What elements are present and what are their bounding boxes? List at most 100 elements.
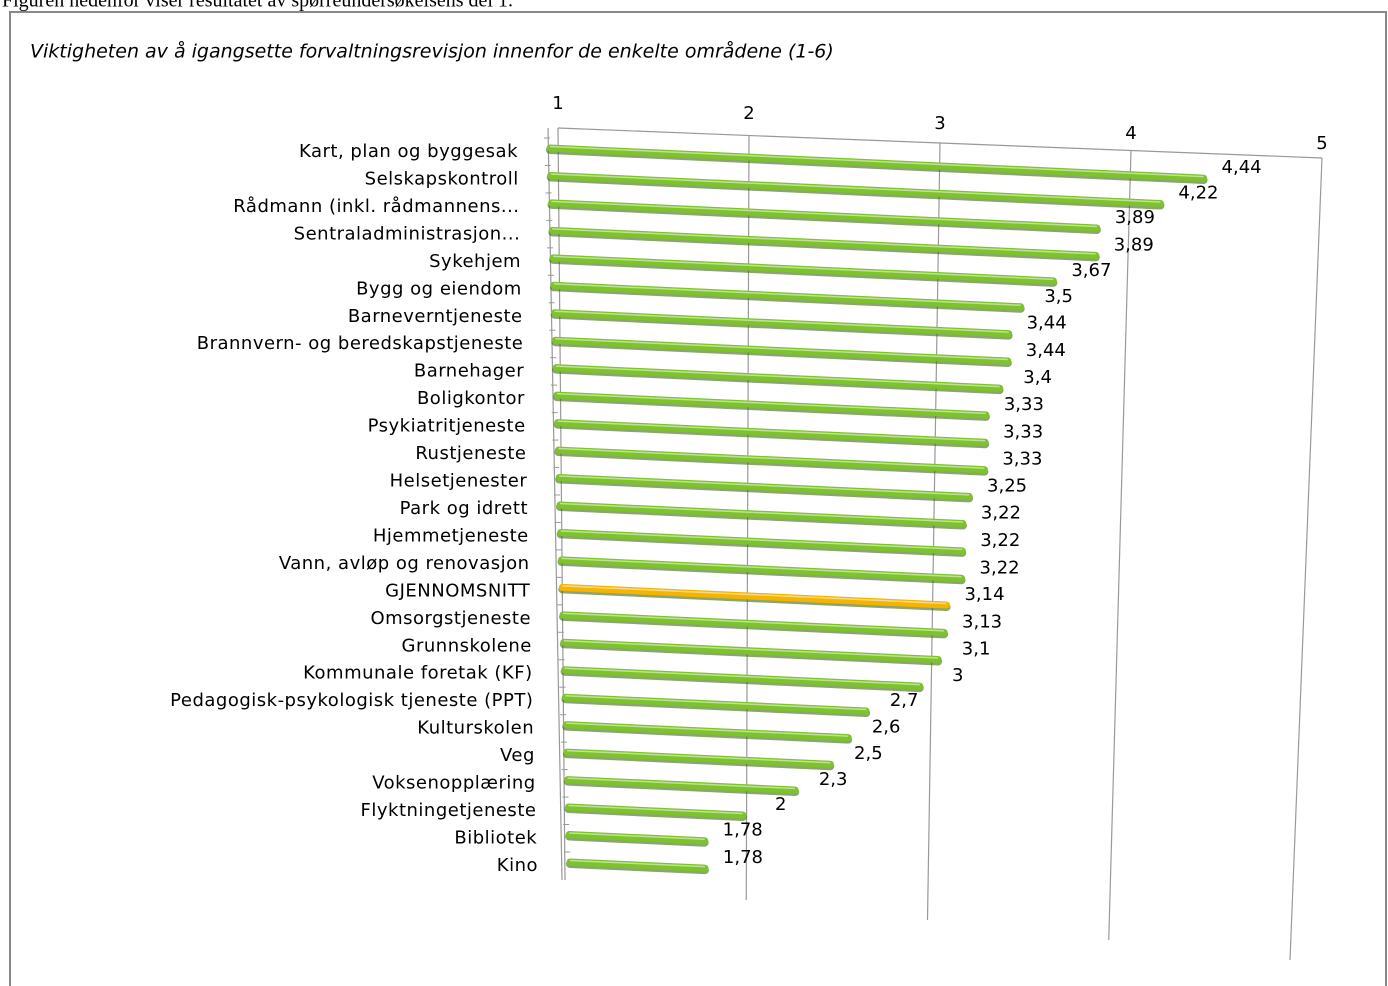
value-label: 1,78 — [723, 820, 763, 841]
x-tick-label: 1 — [552, 93, 563, 114]
header: Figuren nedenfor viser resultatet av spø… — [2, 0, 513, 12]
bar — [554, 446, 988, 474]
category-label: Barneverntjeneste — [348, 306, 523, 327]
bar — [555, 474, 973, 500]
bar — [557, 528, 966, 555]
category-label: Bygg og eiendom — [356, 278, 522, 299]
bar — [565, 831, 709, 845]
bar-highlight — [561, 557, 962, 578]
value-label: 3,33 — [1003, 421, 1043, 442]
value-label: 2 — [775, 794, 786, 815]
value-label: 2,6 — [872, 717, 901, 738]
value-label: 1,78 — [723, 847, 763, 868]
bar — [558, 556, 966, 582]
grid-line — [926, 142, 941, 921]
bar-highlight — [569, 832, 705, 840]
category-label: Barnehager — [414, 361, 524, 382]
bar — [558, 583, 951, 609]
category-label: Park og idrett — [400, 498, 528, 519]
bar — [551, 336, 1012, 365]
value-label: 3,89 — [1114, 234, 1154, 255]
category-label: GJENNOMSNITT — [385, 580, 531, 601]
value-label: 2,7 — [890, 690, 919, 711]
bar-highlight — [566, 749, 831, 764]
bar — [552, 364, 1004, 392]
bar-highlight — [557, 420, 986, 442]
value-label: 3,5 — [1044, 286, 1073, 307]
bar — [547, 171, 1164, 208]
value-label: 3,22 — [980, 557, 1020, 578]
value-label: 3,67 — [1071, 260, 1111, 281]
bar-highlight — [569, 859, 705, 868]
bar — [548, 199, 1101, 232]
category-label: Grunnskolene — [402, 635, 532, 656]
x-tick-label: 2 — [743, 103, 754, 124]
bar-highlight — [558, 447, 985, 469]
category-label: Kommunale foretak (KF) — [303, 663, 533, 684]
bar-highlight — [549, 145, 1204, 178]
bar — [561, 666, 924, 690]
bar — [564, 776, 799, 794]
chart-frame — [9, 11, 1387, 986]
category-label: Brannvern- og beredskapstjeneste — [197, 333, 524, 354]
value-label: 3,33 — [1004, 394, 1044, 415]
category-label: Kart, plan og byggesak — [299, 141, 518, 162]
bar — [548, 226, 1100, 259]
value-label: 3,44 — [1027, 313, 1067, 334]
bar-highlight — [562, 585, 947, 605]
bar — [549, 254, 1057, 285]
bar — [561, 693, 870, 715]
bar-highlight — [567, 777, 796, 790]
x-tick-label: 3 — [934, 113, 945, 134]
value-label: 2,5 — [854, 743, 883, 764]
bar — [556, 501, 967, 528]
bar — [550, 281, 1025, 311]
bar-highlight — [564, 667, 920, 686]
bar-highlight — [553, 255, 1054, 281]
category-label: Rustjeneste — [415, 443, 526, 464]
bar — [566, 858, 709, 872]
value-label: 3,22 — [981, 503, 1021, 524]
bar — [562, 721, 852, 742]
bar-highlight — [552, 228, 1096, 255]
bar — [551, 309, 1013, 338]
bar-highlight — [550, 173, 1161, 203]
bar-highlight — [555, 337, 1008, 361]
category-label: Psykiatritjeneste — [368, 416, 526, 437]
value-label: 3,4 — [1023, 367, 1052, 388]
category-label: Selskapskontroll — [365, 168, 519, 189]
value-label: 3 — [952, 665, 963, 686]
grid-line — [1289, 157, 1323, 961]
bar-highlight — [563, 612, 945, 632]
value-label: 4,44 — [1222, 157, 1262, 178]
bar-highlight — [559, 475, 970, 496]
category-label: Omsorgstjeneste — [370, 608, 531, 629]
bar — [546, 144, 1208, 182]
bar-highlight — [568, 804, 743, 815]
value-label: 3,25 — [987, 475, 1027, 496]
bar-highlight — [556, 365, 1000, 388]
bar — [560, 638, 942, 663]
bar — [554, 419, 989, 446]
category-label: Bibliotek — [454, 828, 537, 849]
category-label: Kulturskolen — [417, 718, 534, 739]
category-label: Veg — [500, 745, 535, 766]
x-tick-label: 4 — [1125, 123, 1136, 144]
bar-highlight — [559, 502, 963, 523]
category-label: Voksenopplæring — [372, 773, 536, 794]
bar-highlight — [560, 530, 963, 551]
category-label: Flyktningetjeneste — [361, 800, 537, 821]
axis-top — [557, 127, 1323, 159]
value-label: 3,22 — [980, 530, 1020, 551]
bar-highlight — [553, 283, 1021, 307]
category-label: Kino — [497, 855, 538, 876]
value-label: 4,22 — [1178, 183, 1218, 204]
x-tick-label: 5 — [1316, 133, 1327, 154]
category-label: Hjemmetjeneste — [373, 525, 529, 546]
category-label: Helsetjenester — [390, 471, 528, 492]
bar-highlight — [565, 694, 867, 711]
value-label: 3,1 — [962, 638, 991, 659]
category-label: Rådmann (inkl. rådmannens... — [233, 196, 519, 217]
value-label: 3,13 — [962, 611, 1002, 632]
